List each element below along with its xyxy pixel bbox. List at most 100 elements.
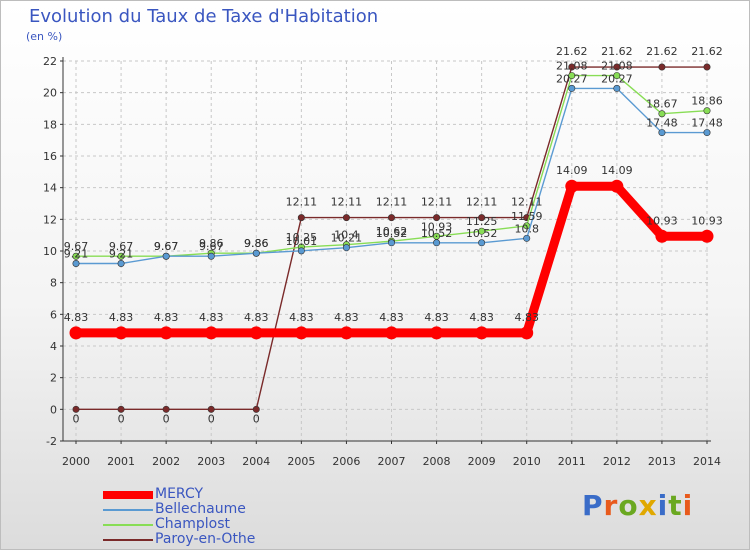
data-label: 21.62 <box>646 45 678 58</box>
data-point <box>159 326 173 340</box>
x-tick-label: 2011 <box>558 455 586 468</box>
data-label: 12.11 <box>286 196 318 209</box>
data-label: 20.27 <box>601 72 633 85</box>
y-tick-label: 14 <box>43 182 57 195</box>
data-label: 21.62 <box>691 45 723 58</box>
data-label: 9.86 <box>244 237 269 250</box>
data-label: 0 <box>208 412 215 425</box>
data-label: 9.86 <box>199 237 224 250</box>
y-tick-label: 8 <box>50 277 57 290</box>
logo-letter: r <box>603 489 619 522</box>
data-point <box>478 239 486 247</box>
data-label: 9.67 <box>154 240 179 253</box>
x-tick-label: 2001 <box>107 455 135 468</box>
data-labels-paroy-en-othe: 0 0 0 0 0 12.11 12.11 12.11 12.11 12.11 12.11 21.62… <box>73 45 723 425</box>
data-label: 18.67 <box>646 98 678 111</box>
data-label: 9.67 <box>154 240 179 253</box>
data-point <box>613 72 621 80</box>
data-point <box>249 326 263 340</box>
data-label: 4.83 <box>154 311 179 324</box>
data-point <box>703 63 711 71</box>
data-point <box>207 405 215 413</box>
data-point <box>610 179 624 193</box>
data-point <box>342 214 350 222</box>
data-label: 12.11 <box>376 196 408 209</box>
x-tick-label: 2005 <box>287 455 315 468</box>
logo-letter: i <box>682 489 694 522</box>
data-point <box>565 179 579 193</box>
data-label: 12.11 <box>331 196 363 209</box>
x-tick-label: 2008 <box>423 455 451 468</box>
legend-label: Champlost <box>155 516 230 532</box>
data-point <box>294 326 308 340</box>
data-label: 9.21 <box>64 248 89 261</box>
data-label: 4.83 <box>514 311 539 324</box>
data-label: 14.09 <box>556 164 588 177</box>
data-label: 14.09 <box>601 164 633 177</box>
data-point <box>297 247 305 255</box>
data-point <box>433 239 441 247</box>
data-label: 10.01 <box>286 235 318 248</box>
legend-label: Paroy-en-Othe <box>155 531 256 547</box>
x-tick-label: 2014 <box>693 455 721 468</box>
legend-swatch <box>103 491 153 499</box>
data-label: 11.25 <box>466 215 498 228</box>
data-point <box>297 214 305 222</box>
x-tick-label: 2010 <box>513 455 541 468</box>
data-label: 0 <box>253 412 260 425</box>
data-label: 21.08 <box>601 60 633 73</box>
data-label: 4.83 <box>199 311 224 324</box>
data-point <box>204 326 218 340</box>
data-point <box>658 110 666 118</box>
data-label: 21.62 <box>601 45 633 58</box>
data-label: 10.93 <box>691 214 723 227</box>
data-point <box>387 214 395 222</box>
legend-swatch <box>103 509 153 511</box>
data-point <box>430 326 444 340</box>
data-point <box>433 214 441 222</box>
data-point <box>342 244 350 252</box>
series-paroy-en-othe <box>72 63 711 413</box>
data-label: 9.67 <box>109 240 134 253</box>
data-point <box>568 72 576 80</box>
data-label: 11.59 <box>511 210 543 223</box>
data-label: 10.25 <box>286 231 318 244</box>
legend-swatch <box>103 524 153 526</box>
y-tick-label: 22 <box>43 55 57 68</box>
data-point <box>700 229 714 243</box>
y-tick-label: 20 <box>43 87 57 100</box>
data-point <box>162 252 170 260</box>
data-label: 4.83 <box>334 311 359 324</box>
x-tick-label: 2003 <box>197 455 225 468</box>
y-tick-label: 2 <box>50 372 57 385</box>
data-point <box>520 326 534 340</box>
data-label: 9.21 <box>109 248 134 261</box>
y-axis-unit: (en %) <box>26 30 63 43</box>
data-point <box>162 405 170 413</box>
data-label: 10.4 <box>334 229 359 242</box>
data-label: 4.83 <box>289 311 314 324</box>
logo-letter: o <box>618 489 639 522</box>
data-label: 0 <box>73 412 80 425</box>
data-label: 12.11 <box>511 196 543 209</box>
data-point <box>252 249 260 257</box>
y-tick-label: 16 <box>43 150 57 163</box>
data-point <box>72 252 80 260</box>
data-label: 0 <box>118 412 125 425</box>
data-label: 10.8 <box>514 222 539 235</box>
data-point <box>478 214 486 222</box>
data-label: 9.86 <box>244 237 269 250</box>
legend-label: Bellechaume <box>155 501 246 517</box>
data-point <box>117 260 125 268</box>
data-label: 10.52 <box>421 227 453 240</box>
data-point <box>523 234 531 242</box>
data-labels-champlost: 9.67 9.67 9.67 9.86 9.86 10.25 10.4 10.62 10.93 1… <box>64 60 723 254</box>
y-tick-label: 12 <box>43 213 57 226</box>
data-point <box>655 229 669 243</box>
data-label: 4.83 <box>469 311 494 324</box>
data-label: 10.52 <box>376 227 408 240</box>
x-tick-label: 2006 <box>332 455 360 468</box>
data-label: 10.93 <box>421 220 453 233</box>
data-label: 10.62 <box>376 225 408 238</box>
